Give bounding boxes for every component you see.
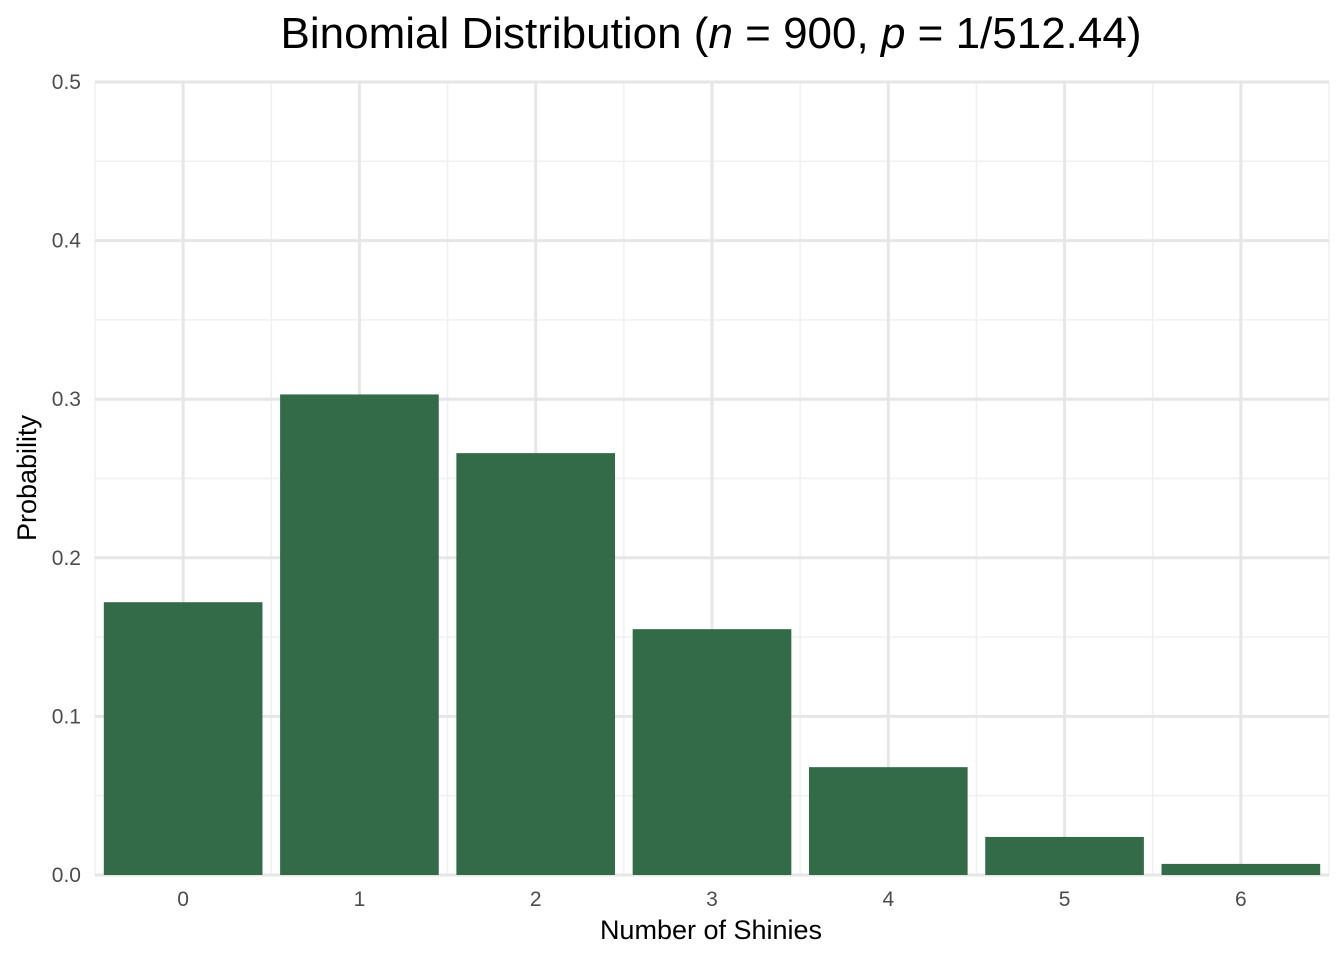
- chart-title-n-value: = 900,: [733, 9, 881, 58]
- y-tick-label: 0.0: [52, 864, 81, 887]
- y-tick-label: 0.2: [52, 547, 81, 570]
- chart-title: Binomial Distribution (n = 900, p = 1/51…: [281, 9, 1142, 58]
- bar-1: [280, 394, 439, 875]
- x-tick-label: 2: [530, 888, 542, 911]
- x-tick-label: 3: [706, 888, 718, 911]
- bar-2: [456, 453, 616, 875]
- x-axis-title: Number of Shinies: [600, 915, 822, 945]
- x-tick-label: 6: [1235, 888, 1247, 911]
- x-tick-label: 5: [1059, 888, 1071, 911]
- bar-3: [632, 629, 792, 875]
- y-tick-label: 0.1: [52, 705, 81, 728]
- bar-6: [1161, 863, 1321, 875]
- x-tick-label: 4: [882, 888, 894, 911]
- bar-0: [103, 602, 263, 875]
- bar-4: [808, 767, 968, 875]
- x-tick-label: 0: [177, 888, 189, 911]
- bar-5: [985, 836, 1144, 875]
- y-axis-title: Probability: [12, 414, 42, 541]
- x-axis-ticks: 0 1 2 3 4 5 6: [177, 888, 1246, 911]
- y-tick-label: 0.4: [52, 230, 82, 253]
- y-tick-label: 0.3: [52, 388, 81, 411]
- chart-title-n-symbol: n: [708, 9, 732, 58]
- y-axis-ticks: 0.0 0.1 0.2 0.3 0.4 0.5: [52, 71, 82, 887]
- bars: [103, 394, 1321, 875]
- chart-title-p-symbol: p: [879, 9, 905, 58]
- chart-title-p-value: = 1/512.44): [905, 9, 1141, 58]
- chart-title-prefix: Binomial Distribution (: [281, 9, 709, 58]
- x-tick-label: 1: [354, 888, 366, 911]
- y-tick-label: 0.5: [52, 71, 81, 94]
